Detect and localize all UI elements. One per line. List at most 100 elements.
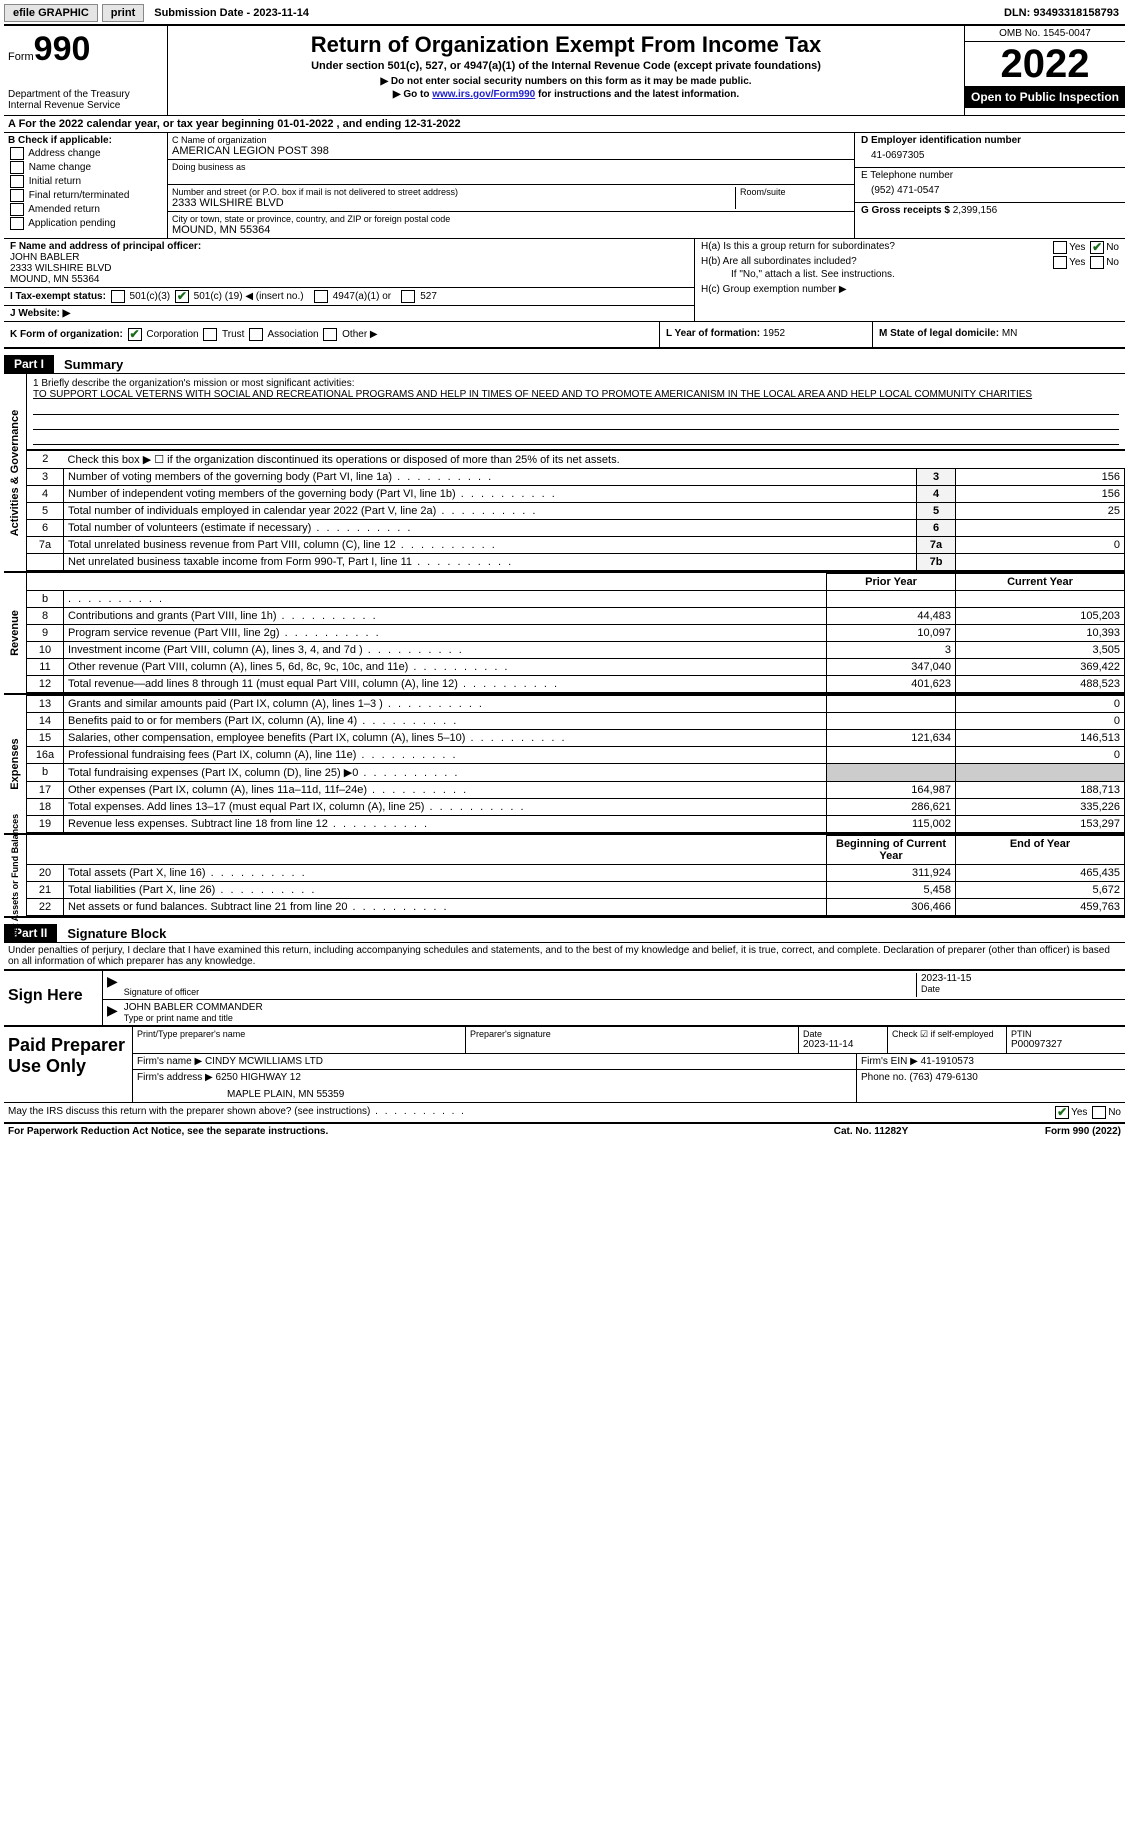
- discuss-yes[interactable]: [1055, 1106, 1069, 1119]
- discuss-question: May the IRS discuss this return with the…: [8, 1106, 1053, 1119]
- efile-graphic-button[interactable]: efile GRAPHIC: [4, 4, 98, 22]
- l-label: L Year of formation:: [666, 328, 763, 339]
- ha-yes[interactable]: [1053, 241, 1067, 254]
- table-row: Net unrelated business taxable income fr…: [27, 554, 1125, 571]
- firm-addr2: MAPLE PLAIN, MN 55359: [137, 1089, 852, 1100]
- revenue-section: Revenue Prior YearCurrent Yearb8Contribu…: [4, 571, 1125, 693]
- omb-number: OMB No. 1545-0047: [965, 26, 1125, 42]
- pra-notice: For Paperwork Reduction Act Notice, see …: [8, 1126, 771, 1137]
- firm-addr-label: Firm's address ▶: [137, 1072, 216, 1083]
- table-header-row: Beginning of Current YearEnd of Year: [27, 836, 1125, 865]
- instructions-link-row: ▶ Go to www.irs.gov/Form990 for instruct…: [176, 89, 956, 100]
- block-b: B Check if applicable: Address change Na…: [4, 133, 168, 238]
- block-b-title: B Check if applicable:: [8, 135, 163, 146]
- hb-yes[interactable]: [1053, 256, 1067, 269]
- side-netassets: Net Assets or Fund Balances: [10, 813, 20, 937]
- row-klm: K Form of organization: Corporation Trus…: [4, 321, 1125, 349]
- addr-label: Number and street (or P.O. box if mail i…: [172, 187, 735, 197]
- chk-trust[interactable]: [203, 328, 217, 341]
- ha-no[interactable]: [1090, 241, 1104, 254]
- block-h: H(a) Is this a group return for subordin…: [695, 239, 1125, 321]
- opt-501c-num: 19: [228, 291, 239, 302]
- chk-initial-return[interactable]: Initial return: [8, 175, 163, 188]
- ein-value: 41-0697305: [861, 146, 1119, 165]
- header-right: OMB No. 1545-0047 2022 Open to Public In…: [964, 26, 1125, 115]
- table-row: 3Number of voting members of the governi…: [27, 469, 1125, 486]
- website-label: J Website: ▶: [10, 308, 70, 319]
- chk-address-change[interactable]: Address change: [8, 147, 163, 160]
- hb-label: H(b) Are all subordinates included?: [701, 256, 857, 269]
- prep-print-label: Print/Type preparer's name: [137, 1029, 461, 1039]
- gross-receipts-value: 2,399,156: [953, 205, 998, 216]
- city-state-zip: MOUND, MN 55364: [172, 224, 850, 236]
- revenue-table: Prior YearCurrent Yearb8Contributions an…: [27, 573, 1125, 693]
- chk-application-pending-label: Application pending: [28, 218, 115, 229]
- chk-association[interactable]: [249, 328, 263, 341]
- table-row: 2Check this box ▶ ☐ if the organization …: [27, 451, 1125, 469]
- table-row: 4Number of independent voting members of…: [27, 486, 1125, 503]
- sig-name-label: Type or print name and title: [124, 1013, 1121, 1023]
- firm-addr1: 6250 HIGHWAY 12: [216, 1072, 301, 1083]
- state-domicile: MN: [1002, 328, 1018, 339]
- submission-date: Submission Date - 2023-11-14: [148, 5, 315, 21]
- submission-date-value: 2023-11-14: [253, 7, 309, 19]
- table-row: 12Total revenue—add lines 8 through 11 (…: [27, 676, 1125, 693]
- header-left: Form990 Department of the Treasury Inter…: [4, 26, 168, 115]
- discuss-yes-label: Yes: [1071, 1107, 1087, 1118]
- hc-label: H(c) Group exemption number ▶: [701, 284, 1119, 295]
- mission-text: TO SUPPORT LOCAL VETERNS WITH SOCIAL AND…: [33, 389, 1119, 400]
- opt-501c-pre: 501(c) (: [194, 291, 228, 302]
- chk-corporation[interactable]: [128, 328, 142, 341]
- chk-final-return[interactable]: Final return/terminated: [8, 189, 163, 202]
- sig-date-label: Date: [921, 984, 1121, 994]
- sig-officer-label: Signature of officer: [124, 987, 916, 997]
- side-expenses: Expenses: [9, 738, 21, 789]
- prep-date-label: Date: [803, 1029, 883, 1039]
- website-row: J Website: ▶: [4, 306, 694, 321]
- tax-year: 2022: [965, 42, 1125, 86]
- perjury-statement: Under penalties of perjury, I declare th…: [4, 942, 1125, 969]
- side-governance: Activities & Governance: [9, 409, 21, 536]
- chk-501c3[interactable]: [111, 290, 125, 303]
- print-button[interactable]: print: [102, 4, 144, 22]
- firm-name: CINDY MCWILLIAMS LTD: [205, 1056, 323, 1067]
- tel-label: E Telephone number: [861, 170, 1119, 181]
- street-address: 2333 WILSHIRE BLVD: [172, 197, 735, 209]
- chk-amended-return[interactable]: Amended return: [8, 203, 163, 216]
- chk-other[interactable]: [323, 328, 337, 341]
- chk-application-pending[interactable]: Application pending: [8, 217, 163, 230]
- hb-no[interactable]: [1090, 256, 1104, 269]
- tel-value: (952) 471-0547: [861, 181, 1119, 200]
- form-title: Return of Organization Exempt From Incom…: [176, 32, 956, 58]
- firm-phone-label: Phone no.: [861, 1072, 909, 1083]
- submission-date-label: Submission Date -: [154, 7, 253, 19]
- chk-name-change[interactable]: Name change: [8, 161, 163, 174]
- opt-527: 527: [420, 291, 437, 302]
- dln-label: DLN:: [1004, 7, 1033, 19]
- discuss-no-label: No: [1108, 1107, 1121, 1118]
- form-footer: Form 990 (2022): [971, 1126, 1121, 1137]
- expenses-table: 13Grants and similar amounts paid (Part …: [27, 695, 1125, 833]
- instructions-link[interactable]: www.irs.gov/Form990: [432, 89, 535, 100]
- chk-final-return-label: Final return/terminated: [29, 190, 130, 201]
- chk-initial-return-label: Initial return: [29, 176, 81, 187]
- part2-title: Signature Block: [57, 926, 166, 941]
- discuss-row: May the IRS discuss this return with the…: [4, 1102, 1125, 1124]
- goto-prefix: ▶ Go to: [393, 89, 432, 100]
- preparer-block: Paid Preparer Use Only Print/Type prepar…: [4, 1025, 1125, 1102]
- cat-no: Cat. No. 11282Y: [771, 1126, 971, 1137]
- chk-527[interactable]: [401, 290, 415, 303]
- side-revenue: Revenue: [9, 610, 21, 656]
- opt-corp: Corporation: [146, 329, 198, 340]
- governance-table: 2Check this box ▶ ☐ if the organization …: [27, 450, 1125, 571]
- form-number: 990: [34, 30, 91, 68]
- chk-amended-return-label: Amended return: [28, 204, 100, 215]
- officer-name: JOHN BABLER: [10, 252, 688, 263]
- table-row: 6Total number of volunteers (estimate if…: [27, 520, 1125, 537]
- discuss-no[interactable]: [1092, 1106, 1106, 1119]
- dln: DLN: 93493318158793: [998, 5, 1125, 21]
- chk-501c[interactable]: [175, 290, 189, 303]
- footer: For Paperwork Reduction Act Notice, see …: [4, 1124, 1125, 1139]
- ptin-label: PTIN: [1011, 1029, 1121, 1039]
- chk-4947[interactable]: [314, 290, 328, 303]
